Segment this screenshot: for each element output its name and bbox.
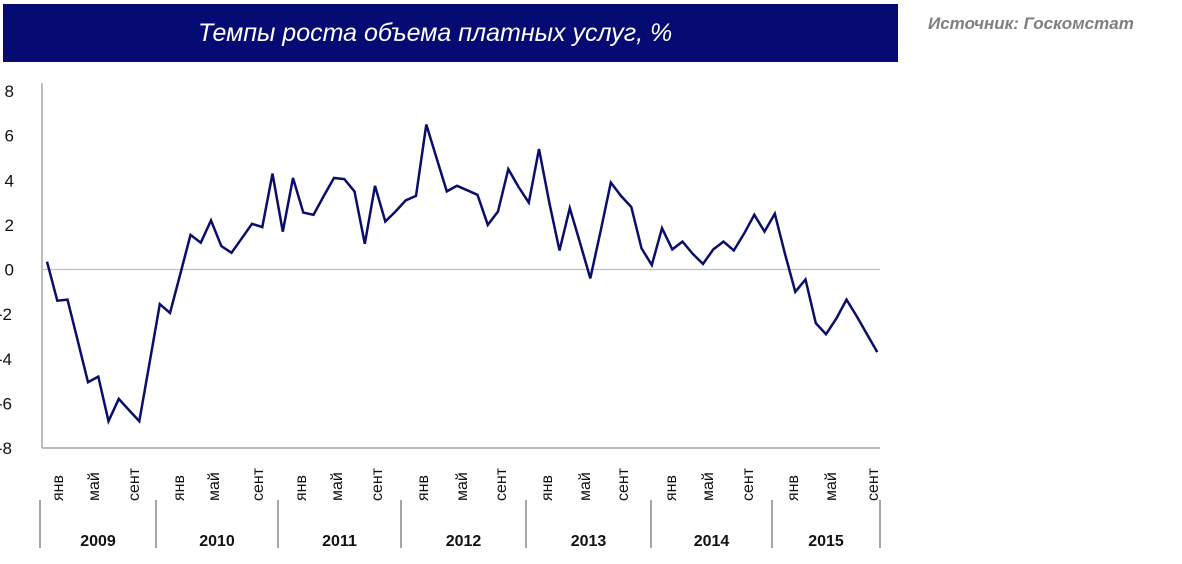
x-year-label: 2014 <box>694 533 730 550</box>
y-tick-label: -8 <box>0 439 12 458</box>
x-month-label: май <box>329 472 346 501</box>
x-month-label: сент <box>369 467 386 501</box>
data-line <box>45 124 879 426</box>
x-month-label: сент <box>250 467 267 501</box>
x-month-label: янв <box>50 475 67 501</box>
y-tick-label: -2 <box>0 305 12 324</box>
x-month-label: май <box>700 472 717 501</box>
x-month-label: сент <box>615 467 632 501</box>
source-note: Источник: Госкомстат <box>928 14 1134 33</box>
y-tick-label: 8 <box>5 82 14 101</box>
x-year-label: 2013 <box>571 533 607 550</box>
x-month-label: май <box>206 472 223 501</box>
x-month-label: сент <box>740 467 757 501</box>
x-axis-year-labels: 2009 2010 2011 2012 2013 2014 2015 <box>39 500 881 550</box>
x-month-label: янв <box>293 475 310 501</box>
x-month-label: янв <box>539 475 556 501</box>
x-month-label: янв <box>415 475 432 501</box>
x-month-label: май <box>454 472 471 501</box>
x-month-label: сент <box>865 467 882 501</box>
y-tick-label: 0 <box>5 261 14 280</box>
x-month-label: май <box>86 472 103 501</box>
x-month-label: янв <box>171 475 188 501</box>
y-tick-label: -6 <box>0 394 12 413</box>
chart-title: Темпы роста объема платных услуг, % <box>198 18 673 47</box>
x-month-label: сент <box>126 467 143 501</box>
x-year-label: 2015 <box>808 533 844 550</box>
x-month-label: янв <box>663 475 680 501</box>
x-year-label: 2012 <box>446 533 482 550</box>
y-tick-label: 4 <box>5 171 14 190</box>
y-tick-label: -4 <box>0 350 12 369</box>
y-tick-label: 6 <box>5 127 14 146</box>
y-axis-ticks: 8 6 4 2 0 -2 -4 -6 -8 <box>0 82 14 458</box>
x-month-label: янв <box>785 475 802 501</box>
x-year-label: 2010 <box>199 533 235 550</box>
x-month-label: май <box>577 472 594 501</box>
x-month-label: май <box>823 472 840 501</box>
chart-title-bar: Темпы роста объема платных услуг, % <box>3 4 898 62</box>
y-tick-label: 2 <box>5 216 14 235</box>
x-month-label: сент <box>493 467 510 501</box>
x-year-label: 2009 <box>80 533 116 550</box>
x-year-label: 2011 <box>322 533 357 550</box>
x-axis-month-labels: янв май сент янв май сент янв май сент янв май сент… <box>50 467 882 501</box>
